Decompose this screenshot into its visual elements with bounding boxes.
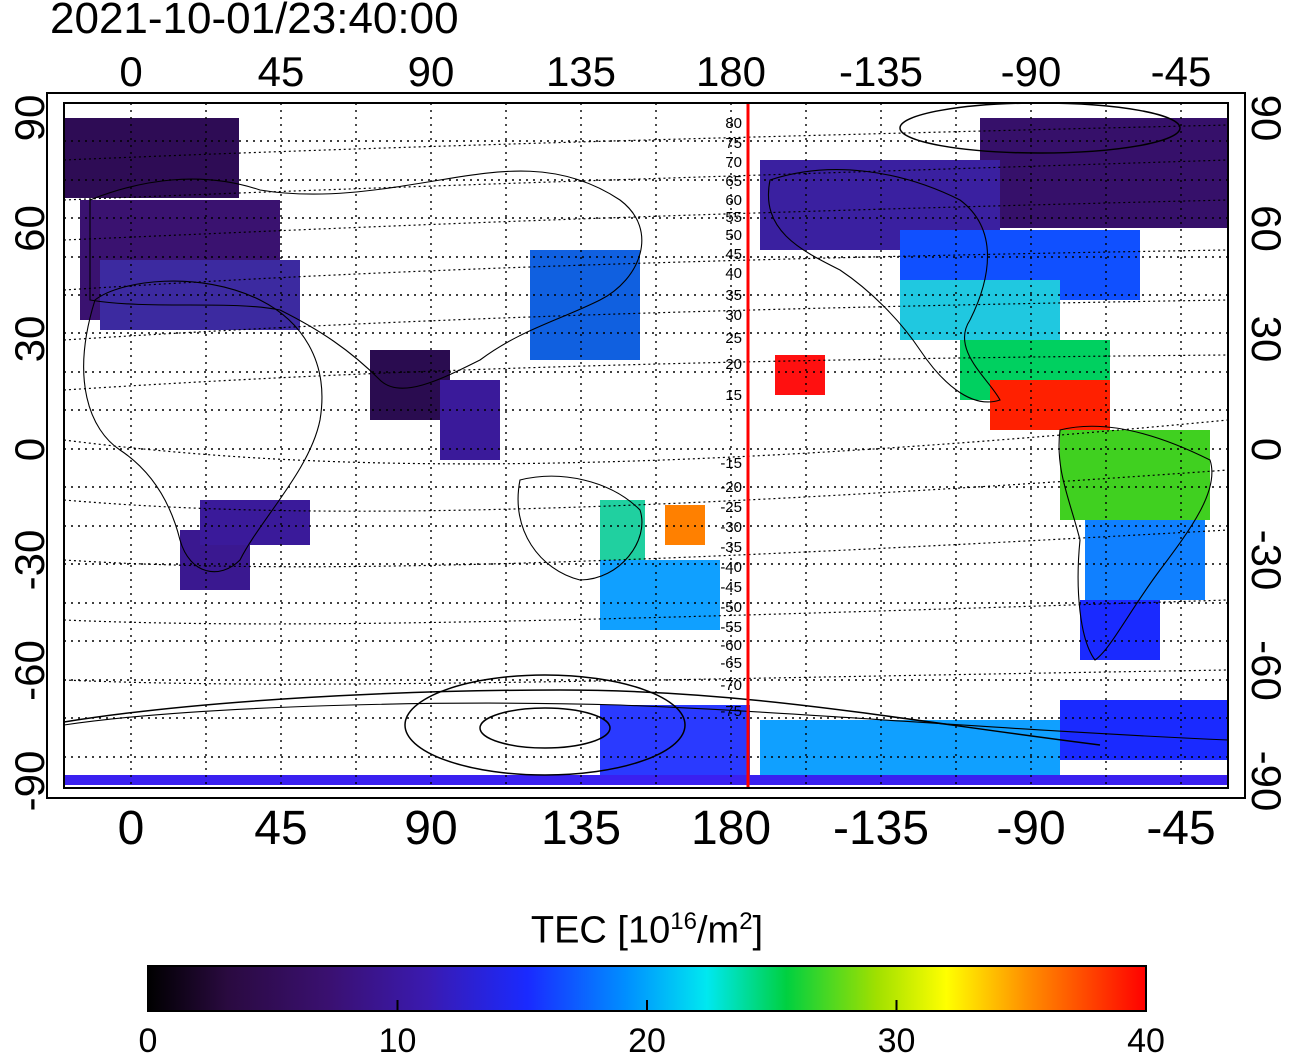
left-latitude-labels: 90 60 30 0 -30 -60 -90 bbox=[6, 95, 53, 812]
magnetic-lat-label: -65 bbox=[720, 655, 742, 672]
top-lon-tick-label: 135 bbox=[546, 48, 616, 95]
top-lon-tick-label: 45 bbox=[258, 48, 305, 95]
bottom-lon-tick-label: 0 bbox=[118, 802, 145, 855]
magnetic-lat-label: 60 bbox=[725, 192, 742, 209]
right-lat-tick-label: -90 bbox=[1243, 751, 1290, 812]
bottom-lon-tick-label: -45 bbox=[1146, 802, 1215, 855]
magnetic-lat-label: 25 bbox=[725, 330, 742, 347]
colorbar-tick-label: 20 bbox=[628, 1022, 666, 1057]
colorbar-tick-label: 0 bbox=[139, 1022, 158, 1057]
right-lat-tick-label: -60 bbox=[1243, 640, 1290, 701]
left-lat-tick-label: 30 bbox=[6, 316, 53, 363]
top-lon-tick-label: 0 bbox=[119, 48, 142, 95]
right-latitude-labels: 90 60 30 0 -30 -60 -90 bbox=[1243, 95, 1290, 812]
top-lon-tick-label: 180 bbox=[696, 48, 766, 95]
left-lat-tick-label: -30 bbox=[6, 530, 53, 591]
magnetic-lat-label: -15 bbox=[720, 455, 742, 472]
colorbar-tick-label: 40 bbox=[1127, 1022, 1165, 1057]
bottom-lon-tick-label: 180 bbox=[691, 802, 771, 855]
magnetic-lat-label: 35 bbox=[725, 287, 742, 304]
colorbar-ticks: 0 10 20 30 40 bbox=[139, 1000, 1165, 1057]
magnetic-latitude-contours bbox=[63, 124, 1229, 685]
bottom-lon-tick-label: -90 bbox=[996, 802, 1065, 855]
magnetic-lat-label: -40 bbox=[720, 559, 742, 576]
magnetic-lat-label: -45 bbox=[720, 579, 742, 596]
right-lat-tick-label: 60 bbox=[1243, 205, 1290, 252]
magnetic-lat-label: 55 bbox=[725, 209, 742, 226]
magnetic-lat-label: 45 bbox=[725, 246, 742, 263]
magnetic-lat-label: 20 bbox=[725, 356, 742, 373]
top-lon-tick-label: -135 bbox=[839, 48, 923, 95]
right-lat-tick-label: 0 bbox=[1243, 438, 1290, 461]
magnetic-lat-label: -60 bbox=[720, 637, 742, 654]
left-lat-tick-label: 90 bbox=[6, 95, 53, 142]
bottom-lon-tick-label: 45 bbox=[254, 802, 307, 855]
magnetic-lat-label: 50 bbox=[725, 227, 742, 244]
bottom-lon-tick-label: 90 bbox=[404, 802, 457, 855]
map-frame bbox=[46, 92, 1246, 799]
magnetic-lat-label: -50 bbox=[720, 599, 742, 616]
top-longitude-labels: 0 45 90 135 180 -135 -90 -45 bbox=[119, 48, 1211, 95]
tec-data-layer bbox=[64, 118, 1228, 785]
magnetic-lat-label: 70 bbox=[725, 154, 742, 171]
magnetic-lat-label: -20 bbox=[720, 479, 742, 496]
map-title: 2021-10-01/23:40:00 bbox=[50, 0, 459, 43]
right-lat-tick-label: 30 bbox=[1243, 316, 1290, 363]
right-lat-tick-label: 90 bbox=[1243, 95, 1290, 142]
top-lon-tick-label: -45 bbox=[1151, 48, 1212, 95]
colorbar-tick-label: 30 bbox=[878, 1022, 916, 1057]
magnetic-lat-label: 30 bbox=[725, 307, 742, 324]
magnetic-lat-label: -55 bbox=[720, 619, 742, 636]
magnetic-lat-label: 80 bbox=[725, 115, 742, 132]
magnetic-lat-label: 40 bbox=[725, 265, 742, 282]
graticule bbox=[64, 103, 1228, 788]
left-lat-tick-label: 60 bbox=[6, 205, 53, 252]
magnetic-lat-label: 75 bbox=[725, 135, 742, 152]
magnetic-pole-contours bbox=[63, 102, 1181, 776]
bottom-longitude-labels: 0 45 90 135 180 -135 -90 -45 bbox=[118, 802, 1216, 855]
left-lat-tick-label: -90 bbox=[6, 751, 53, 812]
bottom-lon-tick-label: 135 bbox=[541, 802, 621, 855]
coastlines bbox=[63, 169, 1229, 741]
left-lat-tick-label: 0 bbox=[6, 438, 53, 461]
left-lat-tick-label: -60 bbox=[6, 640, 53, 701]
magnetic-lat-label: -25 bbox=[720, 499, 742, 516]
bottom-lon-tick-label: -135 bbox=[833, 802, 929, 855]
magnetic-lat-label: -70 bbox=[720, 677, 742, 694]
top-lon-tick-label: -90 bbox=[1001, 48, 1062, 95]
top-lon-tick-label: 90 bbox=[408, 48, 455, 95]
colorbar-tick-label: 10 bbox=[379, 1022, 417, 1057]
colorbar-label: TEC [1016/m2] bbox=[530, 908, 764, 952]
magnetic-lat-label: -35 bbox=[720, 539, 742, 556]
magnetic-lat-label: -75 bbox=[720, 703, 742, 720]
magnetic-lat-label: -30 bbox=[720, 519, 742, 536]
magnetic-lat-label: 15 bbox=[725, 387, 742, 404]
right-lat-tick-label: -30 bbox=[1243, 530, 1290, 591]
magnetic-lat-label: 65 bbox=[725, 173, 742, 190]
